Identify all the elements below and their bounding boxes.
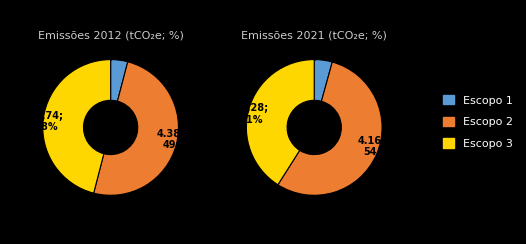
- Wedge shape: [278, 62, 382, 195]
- Text: 326,56;
4,29%: 326,56; 4,29%: [304, 39, 346, 61]
- Text: 4.033,74;
45,98%: 4.033,74; 45,98%: [12, 111, 64, 132]
- Title: Emissões 2021 (tCO₂e; %): Emissões 2021 (tCO₂e; %): [241, 30, 387, 41]
- Wedge shape: [110, 60, 128, 101]
- Text: 4.382,17;
49,95%: 4.382,17; 49,95%: [157, 129, 209, 150]
- Wedge shape: [246, 60, 314, 185]
- Text: 4.169,17;
54,71%: 4.169,17; 54,71%: [358, 136, 410, 157]
- Text: 268,82;
4,07%: 268,82; 4,07%: [100, 39, 141, 61]
- Legend: Escopo 1, Escopo 2, Escopo 3: Escopo 1, Escopo 2, Escopo 3: [439, 91, 518, 153]
- Text: 3.125,28;
41,01%: 3.125,28; 41,01%: [217, 103, 269, 125]
- Wedge shape: [314, 60, 332, 101]
- Wedge shape: [43, 60, 110, 193]
- Wedge shape: [94, 62, 178, 195]
- Title: Emissões 2012 (tCO₂e; %): Emissões 2012 (tCO₂e; %): [38, 30, 184, 41]
